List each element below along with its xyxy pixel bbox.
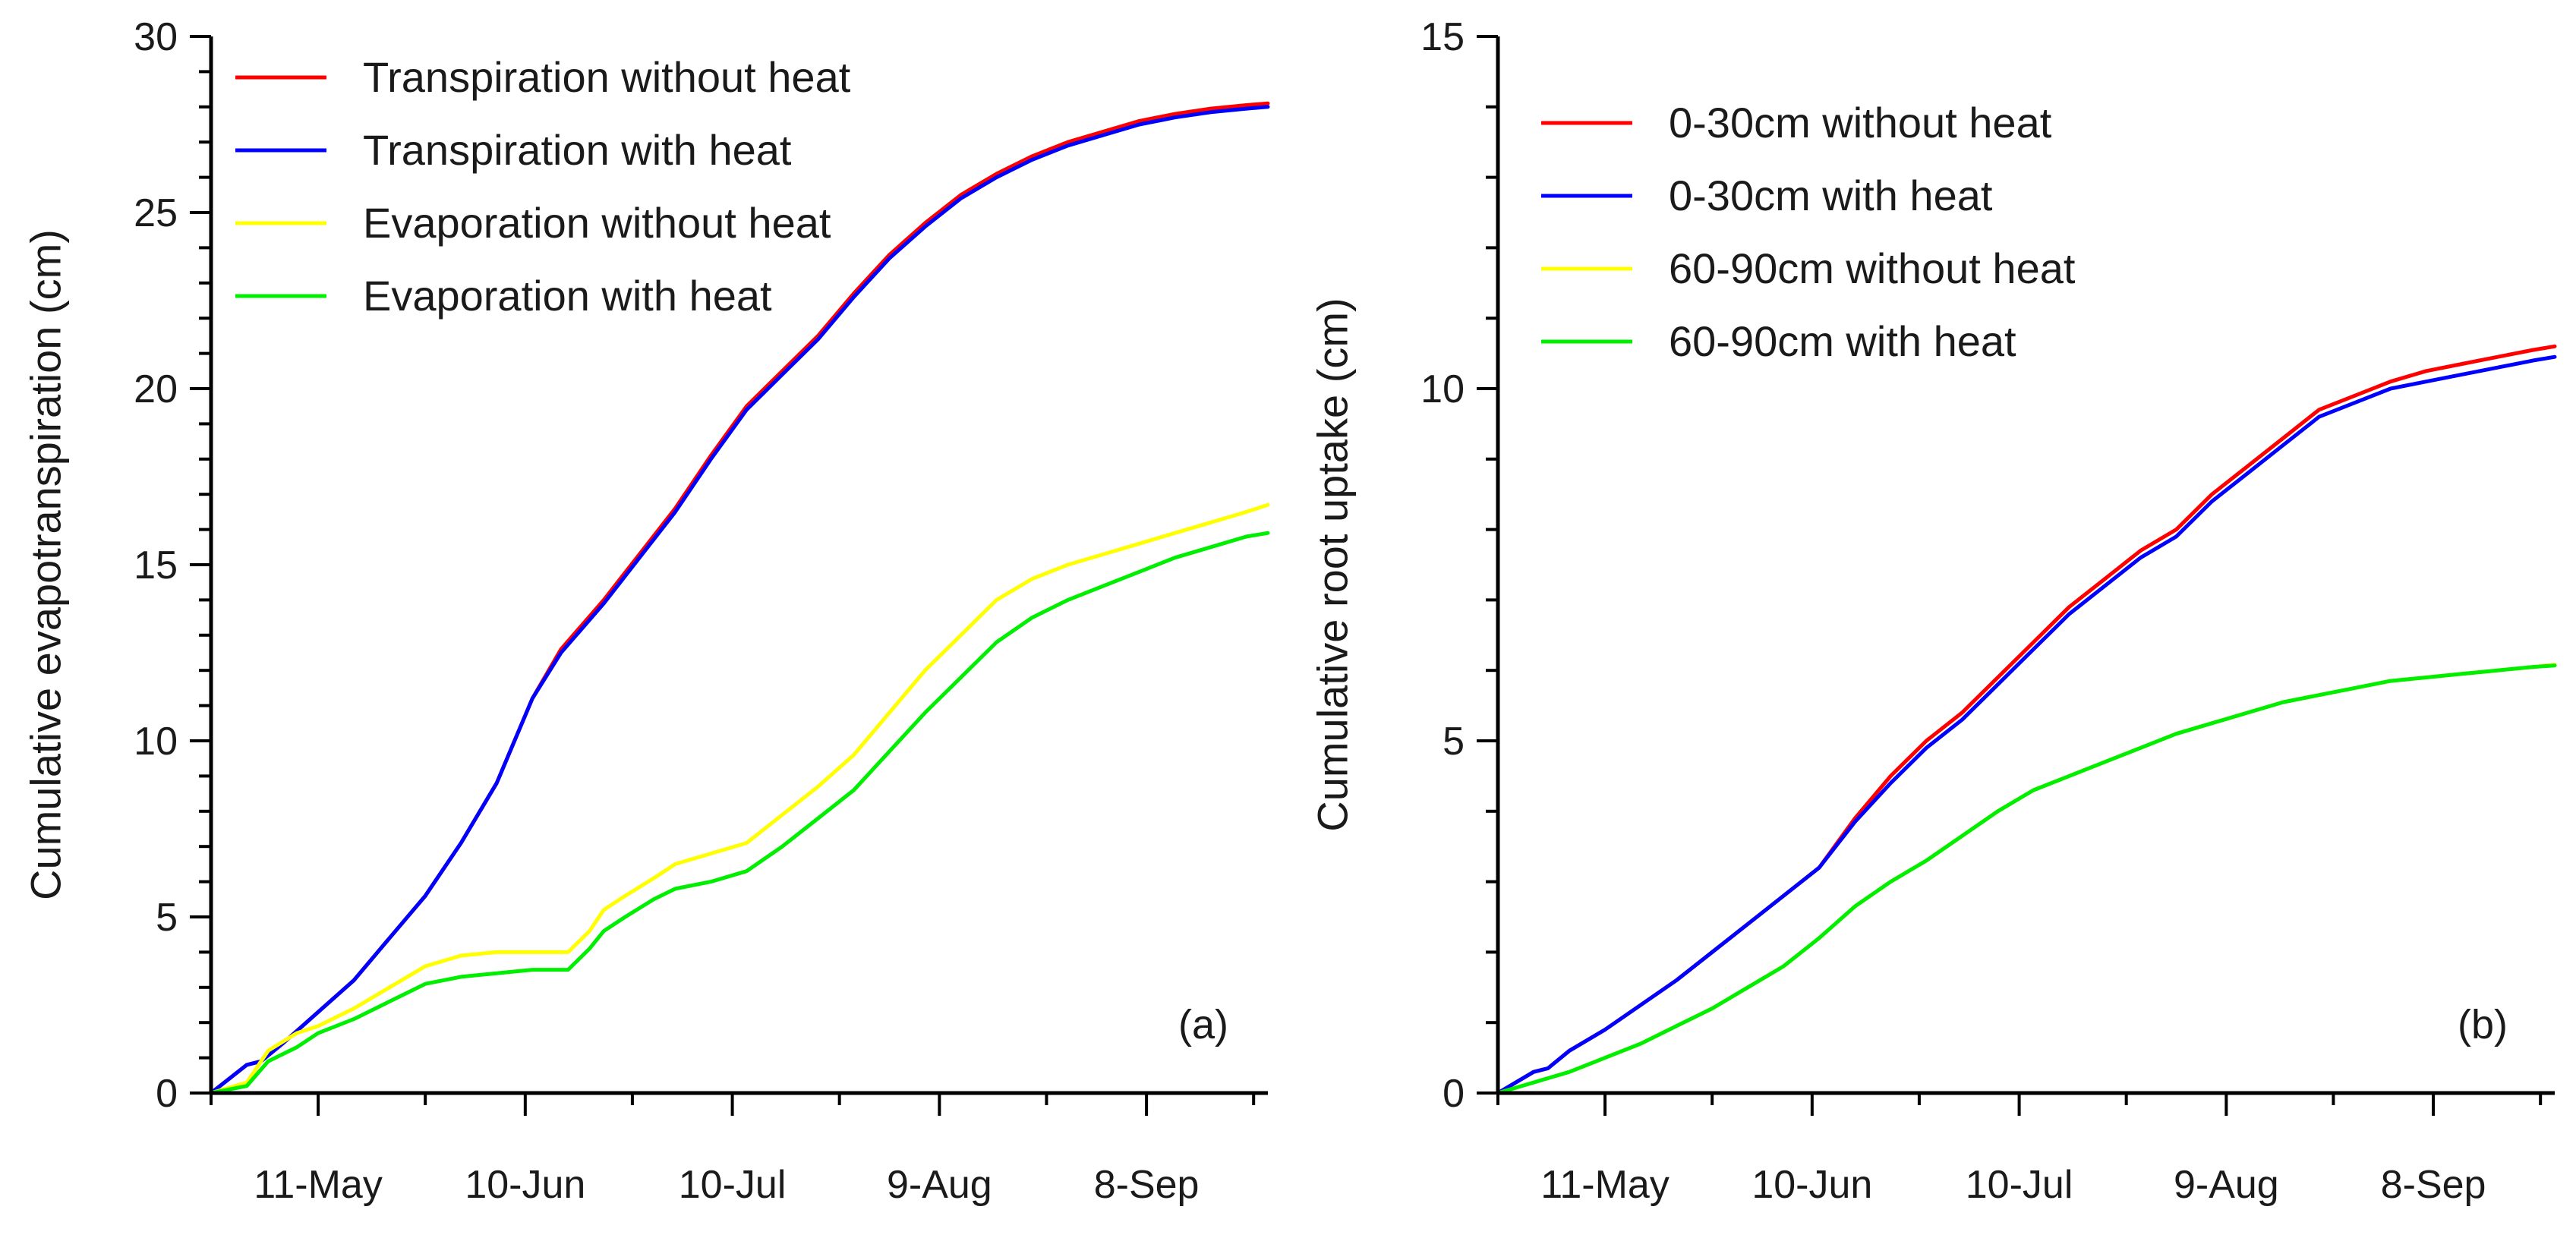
y-axis-title: Cumulative evapotranspiration (cm) xyxy=(22,229,70,900)
y-tick-label: 0 xyxy=(156,1072,178,1116)
series-line-3 xyxy=(1496,663,2557,1095)
x-tick-label: 10-Jul xyxy=(1966,1163,2073,1207)
legend-label: 0-30cm with heat xyxy=(1669,172,1993,219)
x-tick-label: 11-May xyxy=(1540,1163,1670,1207)
y-tick-label: 5 xyxy=(1442,720,1465,764)
x-tick-label: 10-Jun xyxy=(465,1163,585,1207)
x-tick-label: 10-Jun xyxy=(1751,1163,1872,1207)
x-tick-label: 9-Aug xyxy=(887,1163,992,1207)
panel-label: (b) xyxy=(2458,1002,2508,1047)
x-tick-label: 8-Sep xyxy=(2381,1163,2486,1207)
legend-label: Evaporation with heat xyxy=(363,272,772,320)
legend: Transpiration without heat Transpiration … xyxy=(235,53,851,320)
y-tick-label: 0 xyxy=(1442,1072,1465,1116)
x-tick-label: 9-Aug xyxy=(2174,1163,2279,1207)
legend-label: Transpiration without heat xyxy=(363,53,851,101)
y-axis-title: Cumulative root uptake (cm) xyxy=(1309,298,1357,831)
chart-panel-a: 0 5 10 15 20 25 30 11-May 10-Jun 10-Jul 9-Aug 8-Sep… xyxy=(22,15,1270,1207)
legend-label: Transpiration with heat xyxy=(363,126,792,174)
y-tick-label: 20 xyxy=(134,367,178,411)
series-line-1 xyxy=(209,105,1270,1095)
y-tick-label: 15 xyxy=(1420,15,1465,59)
legend-label: 0-30cm without heat xyxy=(1669,99,2052,146)
legend: 0-30cm without heat 0-30cm with heat 60-90… xyxy=(1541,99,2076,365)
panel-label: (a) xyxy=(1178,1002,1228,1047)
y-tick-label: 15 xyxy=(134,543,178,587)
y-tick-label: 10 xyxy=(1420,367,1465,411)
series-line-1 xyxy=(1496,354,2557,1095)
legend-label: 60-90cm without heat xyxy=(1669,244,2076,292)
series-line-3 xyxy=(209,531,1270,1095)
y-tick-label: 10 xyxy=(134,720,178,764)
series-line-2 xyxy=(209,502,1270,1095)
x-tick-label: 10-Jul xyxy=(679,1163,787,1207)
x-tick-label: 11-May xyxy=(254,1163,383,1207)
y-tick-label: 25 xyxy=(134,191,178,235)
legend-label: 60-90cm with heat xyxy=(1669,317,2016,365)
legend-label: Evaporation without heat xyxy=(363,199,831,247)
x-tick-label: 8-Sep xyxy=(1094,1163,1200,1207)
chart-panel-b: 0 5 10 15 11-May 10-Jun 10-Jul 9-Aug 8-Sep Cumula… xyxy=(1309,15,2557,1207)
y-tick-label: 5 xyxy=(156,896,178,940)
y-tick-label: 30 xyxy=(134,15,178,59)
